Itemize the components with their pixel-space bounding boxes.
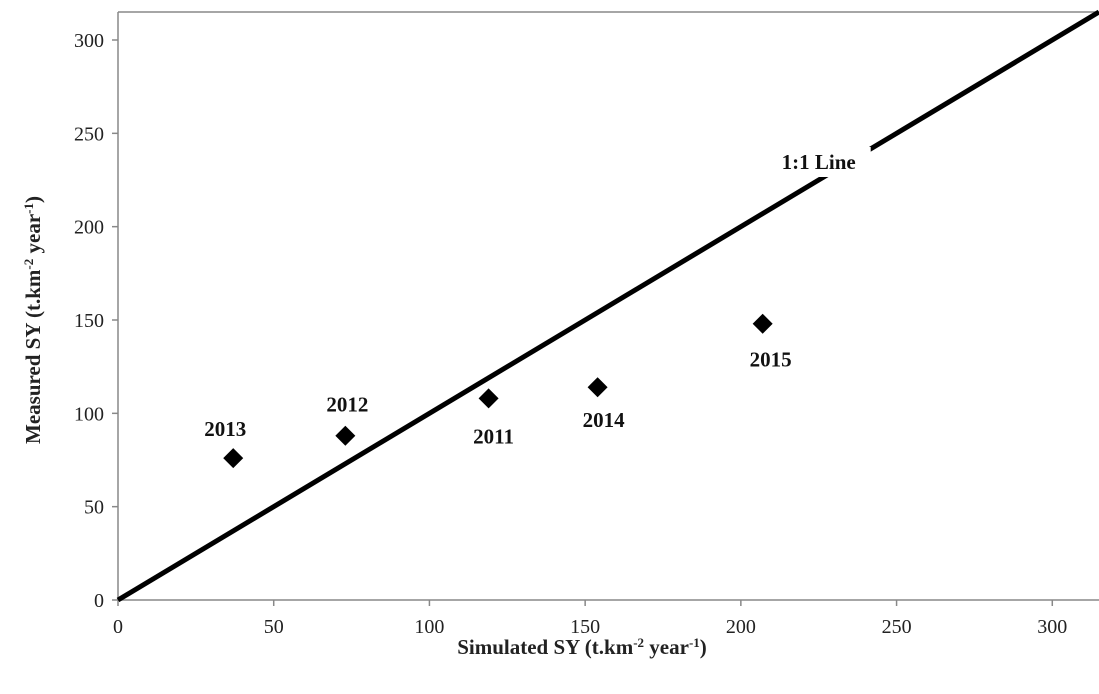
y-axis-title-sup1: -2	[21, 259, 36, 270]
data-point-label: 2012	[326, 393, 368, 417]
y-tick-label: 100	[74, 403, 104, 425]
y-axis-title-sup2: -1	[21, 203, 36, 214]
y-axis-title-prefix: Measured SY (t.km	[21, 269, 45, 444]
x-axis-title-prefix: Simulated SY (t.km	[457, 635, 633, 659]
data-point-label: 2011	[473, 424, 514, 448]
x-tick-label: 300	[1037, 616, 1067, 638]
x-tick-label: 200	[726, 616, 756, 638]
x-axis-title: Simulated SY (t.km-2 year-1)	[457, 635, 707, 660]
y-tick-label: 250	[74, 123, 104, 145]
y-axis-title-mid: year	[21, 214, 45, 259]
x-tick-label: 0	[113, 616, 123, 638]
x-axis-title-sup1: -2	[633, 635, 644, 650]
y-axis-title-suffix: )	[21, 196, 45, 203]
x-axis-title-mid: year	[644, 635, 689, 659]
y-tick-label: 300	[74, 30, 104, 52]
x-tick-label: 50	[264, 616, 284, 638]
y-tick-label: 0	[94, 590, 104, 612]
y-axis-title: Measured SY (t.km-2 year-1)	[21, 196, 46, 444]
x-axis-title-suffix: )	[700, 635, 707, 659]
data-point-label: 2013	[204, 417, 246, 441]
y-tick-label: 150	[74, 310, 104, 332]
data-point-label: 2015	[750, 348, 792, 372]
y-tick-label: 50	[84, 497, 104, 519]
x-tick-label: 250	[882, 616, 912, 638]
data-point-label: 2014	[583, 408, 626, 432]
y-tick-label: 200	[74, 217, 104, 239]
x-tick-label: 100	[414, 616, 444, 638]
x-axis-title-sup2: -1	[689, 635, 700, 650]
one-to-one-line-label: 1:1 Line	[782, 150, 856, 174]
